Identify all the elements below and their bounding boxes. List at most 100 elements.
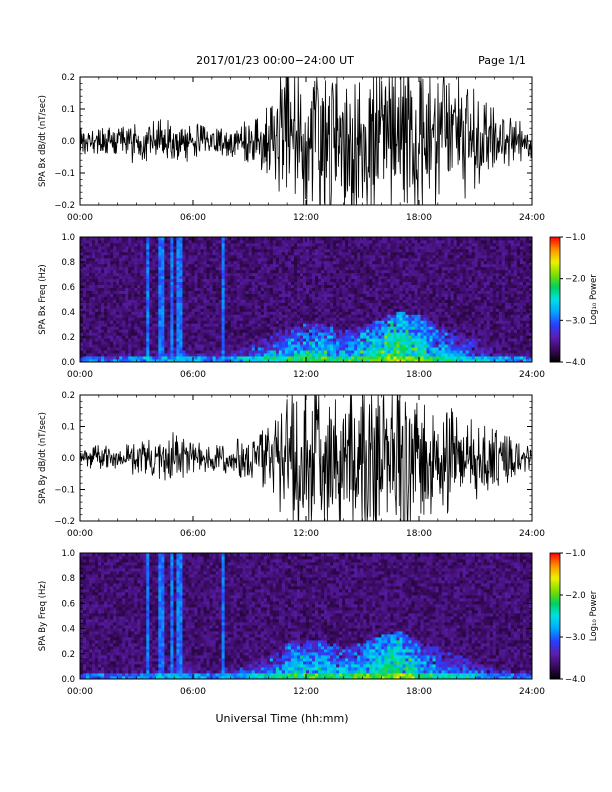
- heatmap-cell: [116, 347, 120, 351]
- heatmap-cell: [206, 311, 210, 315]
- heatmap-cell: [254, 335, 259, 339]
- heatmap-cell: [260, 269, 265, 274]
- heatmap-cell: [224, 326, 229, 330]
- heatmap-cell: [110, 290, 114, 294]
- heatmap-cell: [393, 338, 397, 342]
- heatmap-cell: [333, 296, 337, 300]
- heatmap-cell: [315, 296, 319, 300]
- heatmap-cell: [306, 332, 310, 336]
- heatmap-cell: [152, 237, 156, 241]
- heatmap-cell: [290, 356, 295, 360]
- heatmap-cell: [269, 296, 274, 300]
- heatmap-cell: [284, 293, 289, 297]
- heatmap-cell: [83, 314, 87, 318]
- heatmap-cell: [348, 296, 352, 300]
- heatmap-cell: [312, 335, 316, 339]
- heatmap-cell: [140, 293, 144, 297]
- heatmap-cell: [215, 308, 220, 312]
- heatmap-cell: [119, 293, 123, 297]
- heatmap-cell: [119, 350, 123, 354]
- heatmap-cell: [420, 359, 424, 363]
- heatmap-cell: [423, 305, 427, 309]
- heatmap-cell: [83, 263, 87, 268]
- heatmap-cell: [176, 326, 180, 330]
- heatmap-cell: [122, 275, 126, 280]
- heatmap-cell: [173, 356, 177, 360]
- heatmap-cell: [254, 281, 259, 286]
- heatmap-cell: [179, 251, 183, 256]
- heatmap-cell: [402, 269, 406, 274]
- heatmap-cell: [89, 326, 93, 330]
- heatmap-cell: [390, 338, 394, 342]
- heatmap-cell: [417, 269, 421, 274]
- heatmap-cell: [161, 332, 165, 336]
- heatmap-cell: [242, 281, 247, 286]
- heatmap-cell: [312, 296, 316, 300]
- heatmap-cell: [173, 299, 177, 303]
- heatmap-cell: [387, 257, 391, 262]
- heatmap-cell: [119, 347, 123, 351]
- heatmap-cell: [369, 237, 373, 241]
- heatmap-cell: [287, 293, 292, 297]
- heatmap-cell: [423, 275, 427, 280]
- heatmap-cell: [263, 323, 268, 327]
- heatmap-cell: [176, 287, 180, 291]
- heatmap-cell: [110, 344, 114, 348]
- heatmap-cell: [266, 248, 271, 253]
- heatmap-cell: [360, 257, 364, 262]
- heatmap-cell: [396, 317, 400, 321]
- heatmap-cell: [179, 278, 183, 283]
- heatmap-cell: [167, 299, 171, 303]
- heatmap-cell: [296, 356, 301, 360]
- heatmap-cell: [188, 356, 192, 360]
- heatmap-cell: [275, 344, 280, 348]
- heatmap-cell: [372, 311, 376, 315]
- heatmap-cell: [206, 344, 210, 348]
- heatmap-cell: [342, 260, 346, 265]
- heatmap-cell: [263, 317, 268, 321]
- heatmap-cell: [125, 359, 129, 363]
- heatmap-cell: [197, 257, 201, 262]
- heatmap-cell: [86, 266, 90, 271]
- heatmap-cell: [236, 356, 241, 360]
- heatmap-cell: [345, 341, 349, 345]
- heatmap-cell: [269, 323, 274, 327]
- heatmap-cell: [266, 341, 271, 345]
- heatmap-cell: [248, 245, 253, 250]
- heatmap-cell: [161, 329, 165, 333]
- heatmap-cell: [330, 302, 334, 306]
- heatmap-cell: [390, 251, 394, 256]
- heatmap-cell: [80, 359, 84, 363]
- heatmap-cell: [104, 242, 108, 247]
- heatmap-cell: [345, 269, 349, 274]
- heatmap-cell: [423, 272, 427, 277]
- heatmap-cell: [299, 296, 304, 300]
- heatmap-cell: [242, 239, 247, 244]
- heatmap-cell: [402, 266, 406, 271]
- heatmap-cell: [384, 251, 388, 256]
- heatmap-cell: [324, 275, 328, 280]
- heatmap-cell: [411, 308, 415, 312]
- heatmap-cell: [116, 242, 120, 247]
- heatmap-cell: [342, 278, 346, 283]
- heatmap-cell: [293, 254, 298, 259]
- heatmap-cell: [170, 284, 174, 288]
- heatmap-cell: [423, 341, 427, 345]
- heatmap-cell: [188, 260, 192, 265]
- heatmap-cell: [417, 266, 421, 271]
- heatmap-cell: [140, 239, 144, 244]
- heatmap-cell: [200, 242, 204, 247]
- heatmap-cell: [318, 272, 322, 277]
- heatmap-cell: [221, 239, 226, 244]
- heatmap-cell: [266, 272, 271, 277]
- heatmap-cell: [348, 305, 352, 309]
- heatmap-cell: [221, 344, 226, 348]
- heatmap-cell: [239, 290, 244, 294]
- heatmap-cell: [101, 257, 105, 262]
- heatmap-cell: [408, 281, 412, 286]
- heatmap-cell: [221, 293, 226, 297]
- heatmap-cell: [357, 266, 361, 271]
- heatmap-cell: [342, 332, 346, 336]
- heatmap-cell: [339, 245, 343, 250]
- heatmap-cell: [221, 296, 226, 300]
